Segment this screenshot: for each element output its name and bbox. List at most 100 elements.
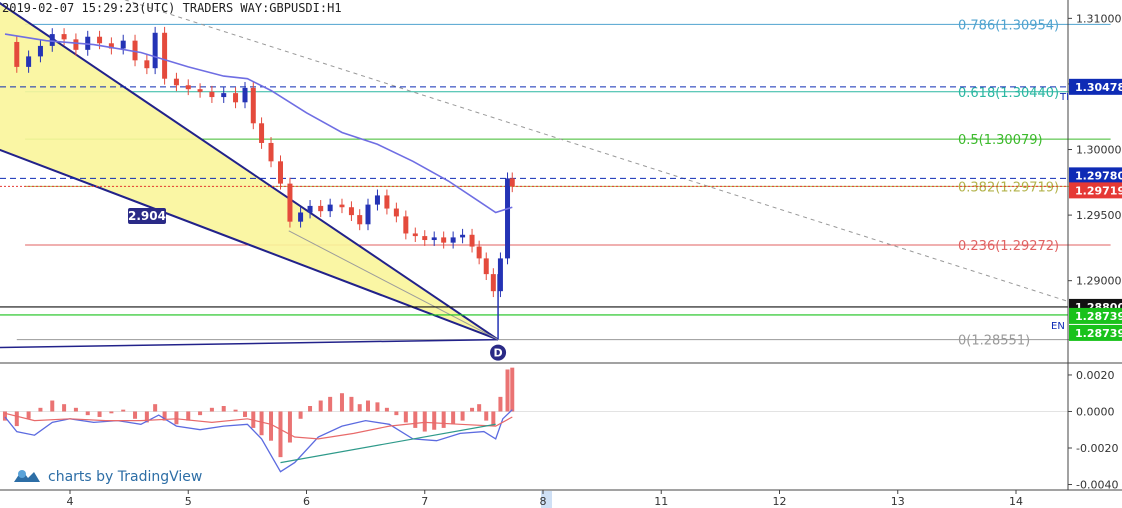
macd-histogram-bar: [85, 411, 90, 416]
fib-level-label: 0(1.28551): [958, 334, 1030, 349]
candle-body: [327, 204, 333, 212]
macd-histogram-bar: [162, 411, 167, 421]
macd-histogram-bar: [349, 396, 354, 412]
harmonic-leg-1: [0, 2, 499, 341]
macd-histogram-bar: [14, 411, 19, 427]
fib-level-label: 0.382(1.29719): [958, 180, 1059, 195]
candle-body: [403, 216, 409, 234]
candle-body: [97, 36, 103, 44]
macd-histogram-bar: [318, 400, 323, 412]
candle-body: [132, 40, 138, 61]
candle-body: [49, 34, 55, 46]
candle-body: [221, 93, 227, 98]
candle-body: [268, 142, 274, 162]
macd-histogram-bar: [422, 411, 427, 432]
candle-body: [250, 87, 256, 124]
candle-body: [469, 234, 475, 247]
candle-body: [431, 237, 437, 241]
macd-histogram-bar: [221, 406, 226, 412]
candle-body: [490, 274, 496, 292]
macd-histogram-bar: [357, 404, 362, 412]
macd-histogram-bar: [505, 369, 510, 412]
macd-histogram-bar: [50, 400, 55, 412]
candle-body: [162, 32, 168, 79]
candle-body: [298, 212, 304, 222]
candle-body: [393, 208, 399, 217]
price-tag-box: [1069, 167, 1122, 184]
price-y-tick-label: 1.29000: [1076, 275, 1122, 288]
fib-layer: 0.786(1.30954) 0.618(1.30440) 0.5(1.30079)…: [16, 18, 1111, 349]
x-tick-label: 14: [1009, 495, 1023, 508]
macd-histogram-bar: [441, 411, 446, 428]
price-tag-label: 1.29780: [1075, 169, 1122, 182]
macd-histogram-bar: [144, 411, 149, 423]
macd-histogram-bar: [432, 411, 437, 430]
ratio-label: 2.904: [128, 209, 166, 223]
macd-histogram-bar: [413, 411, 418, 428]
candle-body: [318, 205, 324, 212]
time-axis-highlight: [541, 491, 552, 508]
candle-body: [61, 34, 67, 40]
harmonic-inner-line: [288, 230, 499, 341]
candle-body: [505, 178, 511, 259]
macd-histogram-bar: [308, 406, 313, 412]
candle-body: [73, 39, 79, 50]
candle-body: [185, 85, 191, 90]
macd-histogram-bar: [121, 409, 126, 412]
harmonic-leg-3: [0, 338, 499, 349]
price-tag-box: [1069, 78, 1122, 95]
candle-body: [357, 215, 363, 225]
macd-histogram-bar: [233, 409, 238, 412]
x-tick-label: 13: [891, 495, 905, 508]
candle-body: [348, 207, 354, 216]
x-tick-label: 4: [67, 495, 74, 508]
macd-layer: [2, 367, 515, 473]
horizontal-lines-layer[interactable]: [0, 86, 1068, 316]
macd-histogram-bar: [73, 407, 78, 412]
price-y-tick-label: 1.29500: [1076, 209, 1122, 222]
macd-histogram-bar: [153, 404, 158, 412]
chart-header-title: 2019-02-07 15:29:23(UTC) TRADERS WAY:GBP…: [2, 1, 342, 15]
price-tag-box: [1069, 307, 1122, 324]
tp-side-label: TI: [1059, 92, 1069, 103]
candle-body: [108, 43, 114, 49]
candle-body: [209, 91, 215, 98]
tradingview-branding[interactable]: charts by TradingView: [14, 469, 202, 485]
trendline-dashed[interactable]: [117, 0, 1122, 340]
price-tag-label: 1.28739: [1075, 310, 1122, 323]
tradingview-cloud-icon: [14, 470, 40, 482]
candle-body: [37, 45, 43, 57]
candle-body: [412, 233, 418, 237]
harmonic-pattern-layer[interactable]: 2.904 D: [0, 0, 1122, 361]
price-tag-label: 1.29719: [1075, 184, 1122, 197]
candle-body: [509, 178, 515, 187]
candle-body: [14, 41, 20, 67]
candle-body: [483, 258, 489, 275]
candle-body: [242, 87, 248, 103]
price-tag-box: [1069, 324, 1122, 341]
macd-histogram-bar: [133, 411, 138, 419]
price-y-tick-label: 1.31000: [1076, 12, 1122, 25]
macd-y-tick-label: 0.0020: [1076, 369, 1115, 382]
macd-histogram-bar: [403, 411, 408, 423]
macd-histogram-bar: [510, 367, 515, 412]
macd-histogram-bar: [339, 393, 344, 412]
macd-histogram-bar: [328, 396, 333, 412]
fib-level-label: 0.236(1.29272): [958, 239, 1059, 254]
macd-histogram-bar: [269, 411, 274, 441]
x-tick-label: 7: [421, 495, 428, 508]
macd-histogram-bar: [287, 411, 292, 443]
macd-divergence-line[interactable]: [280, 423, 496, 464]
macd-histogram-bar: [259, 411, 264, 436]
x-tick-label: 8: [540, 495, 547, 508]
candle-body: [120, 40, 126, 49]
macd-histogram-bar: [498, 396, 503, 412]
price-tag-box: [1069, 182, 1122, 199]
candle-body: [259, 123, 265, 143]
candle-body: [422, 236, 428, 241]
macd-histogram-bar: [109, 411, 114, 414]
macd-histogram-bar: [38, 407, 43, 412]
candle-body: [85, 36, 91, 50]
harmonic-leg-2: [0, 148, 499, 341]
